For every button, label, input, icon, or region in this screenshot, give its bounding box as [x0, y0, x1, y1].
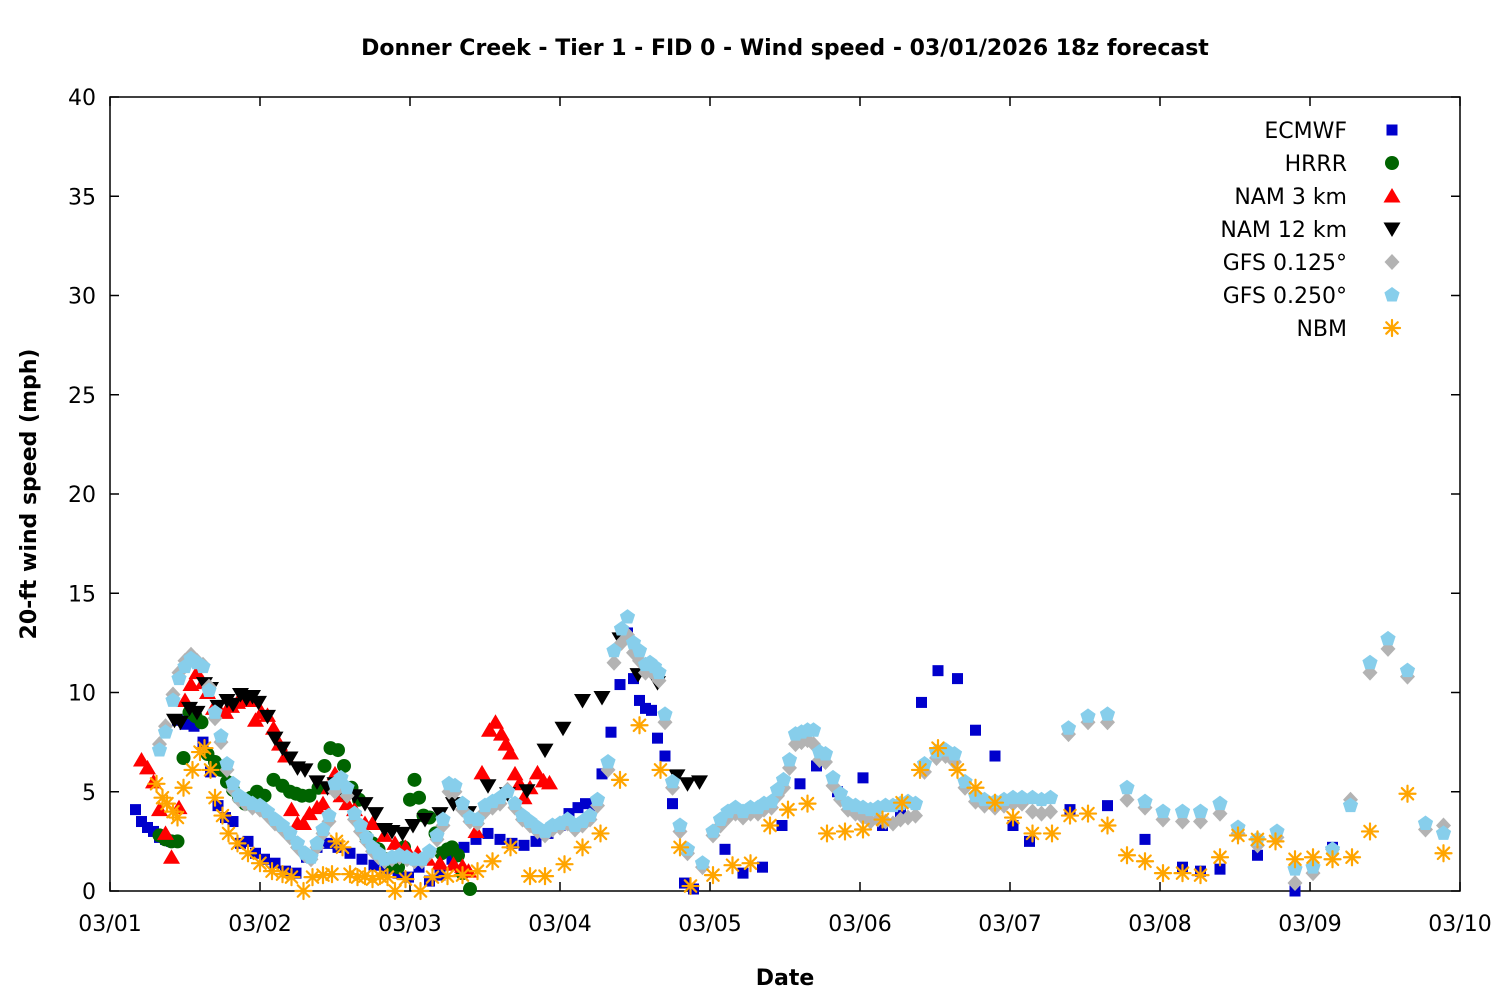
legend-marker-gfs-0-250-icon [1384, 287, 1400, 302]
y-tick-label: 15 [68, 582, 96, 607]
x-tick-label: 03/08 [1128, 912, 1191, 937]
y-tick-label: 10 [68, 682, 96, 707]
legend-label-nam-12-km: NAM 12 km [1220, 218, 1347, 243]
legend-marker-nam-3-km-icon [1383, 188, 1401, 203]
series-nbm [147, 716, 1453, 901]
y-tick-label: 35 [68, 185, 96, 210]
legend-label-hrrr: HRRR [1285, 152, 1347, 177]
chart-title: Donner Creek - Tier 1 - FID 0 - Wind spe… [361, 36, 1209, 61]
axes: 03/01 03/02 03/03 03/04 03/05 03/06 03/07 03/08… [68, 86, 1492, 937]
legend-entry-nbm: NBM [1296, 317, 1402, 342]
x-tick-label: 03/02 [228, 912, 291, 937]
legend-marker-ecmwf-icon [1386, 124, 1398, 136]
legend: ECMWF HRRR NAM 3 km NAM 12 km GFS 0.125° GFS … [1220, 119, 1402, 342]
x-tick-label: 03/07 [978, 912, 1041, 937]
legend-label-ecmwf: ECMWF [1264, 119, 1347, 144]
x-tick-label: 03/03 [378, 912, 441, 937]
legend-entry-gfs-0-250: GFS 0.250° [1223, 284, 1400, 309]
legend-label-nbm: NBM [1296, 317, 1347, 342]
legend-label-gfs-0-250: GFS 0.250° [1223, 284, 1347, 309]
x-tick-label: 03/04 [528, 912, 591, 937]
series-hrrr [152, 705, 477, 897]
y-tick-label: 40 [68, 86, 96, 111]
x-tick-label: 03/09 [1278, 912, 1341, 937]
legend-entry-nam-12-km: NAM 12 km [1220, 218, 1401, 243]
x-tick-label: 03/05 [678, 912, 741, 937]
y-tick-label: 30 [68, 285, 96, 310]
legend-marker-nam-12-km-icon [1383, 222, 1401, 237]
y-tick-label: 20 [68, 483, 96, 508]
legend-label-gfs-0-125: GFS 0.125° [1223, 251, 1347, 276]
legend-entry-nam-3-km: NAM 3 km [1234, 185, 1401, 210]
x-axis-label: Date [756, 966, 815, 991]
plot-border [109, 96, 1461, 892]
data-points [130, 609, 1453, 901]
legend-entry-hrrr: HRRR [1285, 152, 1399, 177]
legend-entry-gfs-0-125: GFS 0.125° [1223, 251, 1400, 276]
legend-entry-ecmwf: ECMWF [1264, 119, 1398, 144]
y-axis-label: 20-ft wind speed (mph) [17, 349, 42, 640]
y-tick-label: 0 [82, 880, 96, 905]
x-tick-label: 03/10 [1428, 912, 1491, 937]
legend-label-nam-3-km: NAM 3 km [1234, 185, 1347, 210]
x-tick-label: 03/06 [828, 912, 891, 937]
legend-marker-gfs-0-125-icon [1384, 254, 1400, 270]
legend-marker-hrrr-icon [1385, 156, 1399, 170]
y-tick-label: 25 [68, 384, 96, 409]
legend-marker-nbm-icon [1382, 318, 1402, 338]
y-tick-label: 5 [82, 781, 96, 806]
x-tick-label: 03/01 [78, 912, 141, 937]
